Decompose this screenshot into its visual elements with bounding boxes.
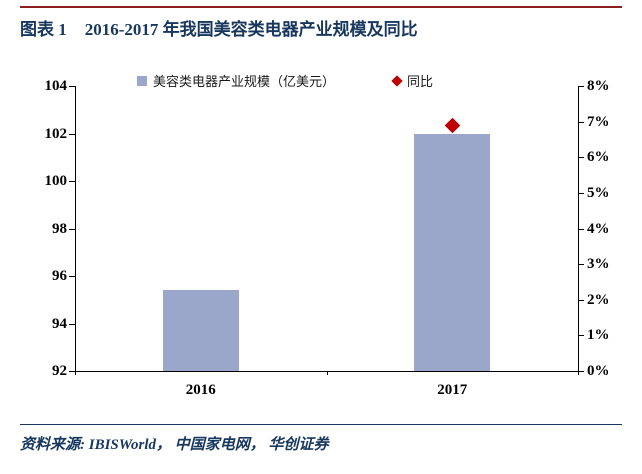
y-left-tick-mark: [69, 133, 75, 135]
x-axis-label-2017: 2017: [437, 382, 468, 398]
y-right-tick-label: 0%: [587, 363, 610, 379]
x-axis-tick-mark: [75, 371, 76, 375]
figure-label: 图表 1: [20, 20, 67, 39]
y-right-tick-mark: [578, 157, 584, 159]
legend-item-yoy: 同比: [391, 71, 434, 90]
y-left-tick-label: 92: [52, 363, 67, 379]
source-note: 资料来源: IBISWorld， 中国家电网， 华创证券: [20, 437, 329, 453]
y-right-tick-mark: [578, 335, 584, 337]
y-right-tick-label: 2%: [587, 291, 610, 308]
y-left-tick-mark: [69, 181, 75, 182]
bar-swatch-icon: [137, 75, 147, 86]
y-left-tick-label: 100: [44, 173, 68, 189]
y-right-tick-mark: [578, 371, 584, 372]
y-left-tick-mark: [69, 371, 75, 372]
y-right-tick-label: 1%: [587, 327, 610, 344]
yoy-marker-2017: [444, 117, 461, 133]
y-right-tick-label: 4%: [587, 220, 610, 237]
y-left-tick-mark: [69, 86, 75, 87]
footer-rule: [20, 424, 622, 425]
legend: 美容类电器产业规模（亿美元） 同比: [75, 71, 578, 90]
y-right-tick-mark: [578, 228, 584, 230]
y-left-tick-label: 104: [44, 78, 68, 94]
y-left-tick-label: 96: [52, 268, 67, 284]
legend-item-scale: 美容类电器产业规模（亿美元）: [137, 71, 335, 90]
y-right-tick-label: 3%: [587, 256, 610, 273]
y-left-tick-mark: [69, 228, 75, 230]
page-title: 2016-2017 年我国美容类电器产业规模及同比: [84, 20, 418, 39]
y-right-tick-mark: [578, 121, 584, 123]
y-right-tick-label: 8%: [587, 78, 610, 94]
x-axis-tick-mark: [326, 371, 328, 375]
bar-2016: [162, 290, 239, 371]
y-axis-left-line: [75, 86, 76, 371]
y-left-tick-mark: [69, 323, 75, 325]
top-rule: [20, 6, 622, 8]
y-axis-right-line: [578, 86, 579, 371]
x-axis-tick-mark: [578, 371, 579, 375]
y-right-tick-label: 6%: [587, 149, 610, 166]
bar-2017: [414, 133, 491, 371]
y-right-tick-mark: [578, 264, 584, 266]
legend-label-yoy: 同比: [407, 74, 434, 89]
y-left-tick-label: 102: [44, 125, 68, 142]
x-axis-label-2016: 2016: [185, 382, 216, 398]
y-left-tick-mark: [69, 276, 75, 277]
y-right-tick-label: 5%: [587, 184, 610, 201]
legend-label-scale: 美容类电器产业规模（亿美元）: [153, 74, 336, 89]
y-right-tick-label: 7%: [587, 113, 610, 130]
y-right-tick-mark: [578, 299, 584, 301]
y-right-tick-mark: [578, 192, 584, 194]
y-left-tick-label: 98: [52, 220, 67, 237]
y-right-tick-mark: [578, 86, 584, 87]
figure-title-row: 图表 1 2016-2017 年我国美容类电器产业规模及同比: [20, 15, 418, 40]
y-left-tick-label: 94: [52, 315, 67, 332]
